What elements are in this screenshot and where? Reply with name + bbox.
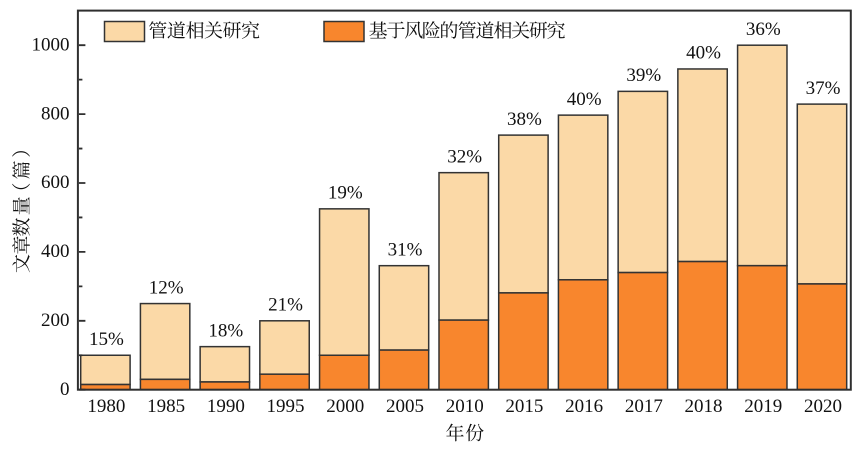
svg-text:32%: 32% xyxy=(447,146,482,167)
svg-text:2018: 2018 xyxy=(685,396,723,417)
svg-text:18%: 18% xyxy=(208,320,243,341)
svg-text:2010: 2010 xyxy=(446,396,484,417)
svg-text:1985: 1985 xyxy=(147,396,185,417)
svg-text:2005: 2005 xyxy=(386,396,424,417)
svg-text:31%: 31% xyxy=(388,239,423,260)
svg-text:39%: 39% xyxy=(626,65,661,86)
svg-text:15%: 15% xyxy=(89,329,124,350)
svg-text:1995: 1995 xyxy=(267,396,305,417)
svg-text:1000: 1000 xyxy=(32,34,70,55)
svg-text:21%: 21% xyxy=(268,295,303,316)
svg-text:400: 400 xyxy=(41,241,70,262)
svg-text:0: 0 xyxy=(60,379,70,400)
svg-text:2020: 2020 xyxy=(804,396,842,417)
svg-text:37%: 37% xyxy=(806,78,841,99)
svg-text:200: 200 xyxy=(41,310,70,331)
svg-text:1980: 1980 xyxy=(87,396,125,417)
svg-text:12%: 12% xyxy=(149,277,184,298)
svg-text:600: 600 xyxy=(41,172,70,193)
svg-text:2016: 2016 xyxy=(565,396,603,417)
svg-text:36%: 36% xyxy=(746,19,781,40)
svg-text:2000: 2000 xyxy=(326,396,364,417)
svg-text:2019: 2019 xyxy=(744,396,782,417)
svg-text:38%: 38% xyxy=(507,109,542,130)
svg-text:40%: 40% xyxy=(567,89,602,110)
svg-text:19%: 19% xyxy=(328,183,363,204)
svg-text:1990: 1990 xyxy=(207,396,245,417)
svg-text:2017: 2017 xyxy=(625,396,663,417)
svg-text:800: 800 xyxy=(41,103,70,124)
svg-text:40%: 40% xyxy=(686,43,721,64)
svg-text:2015: 2015 xyxy=(505,396,543,417)
